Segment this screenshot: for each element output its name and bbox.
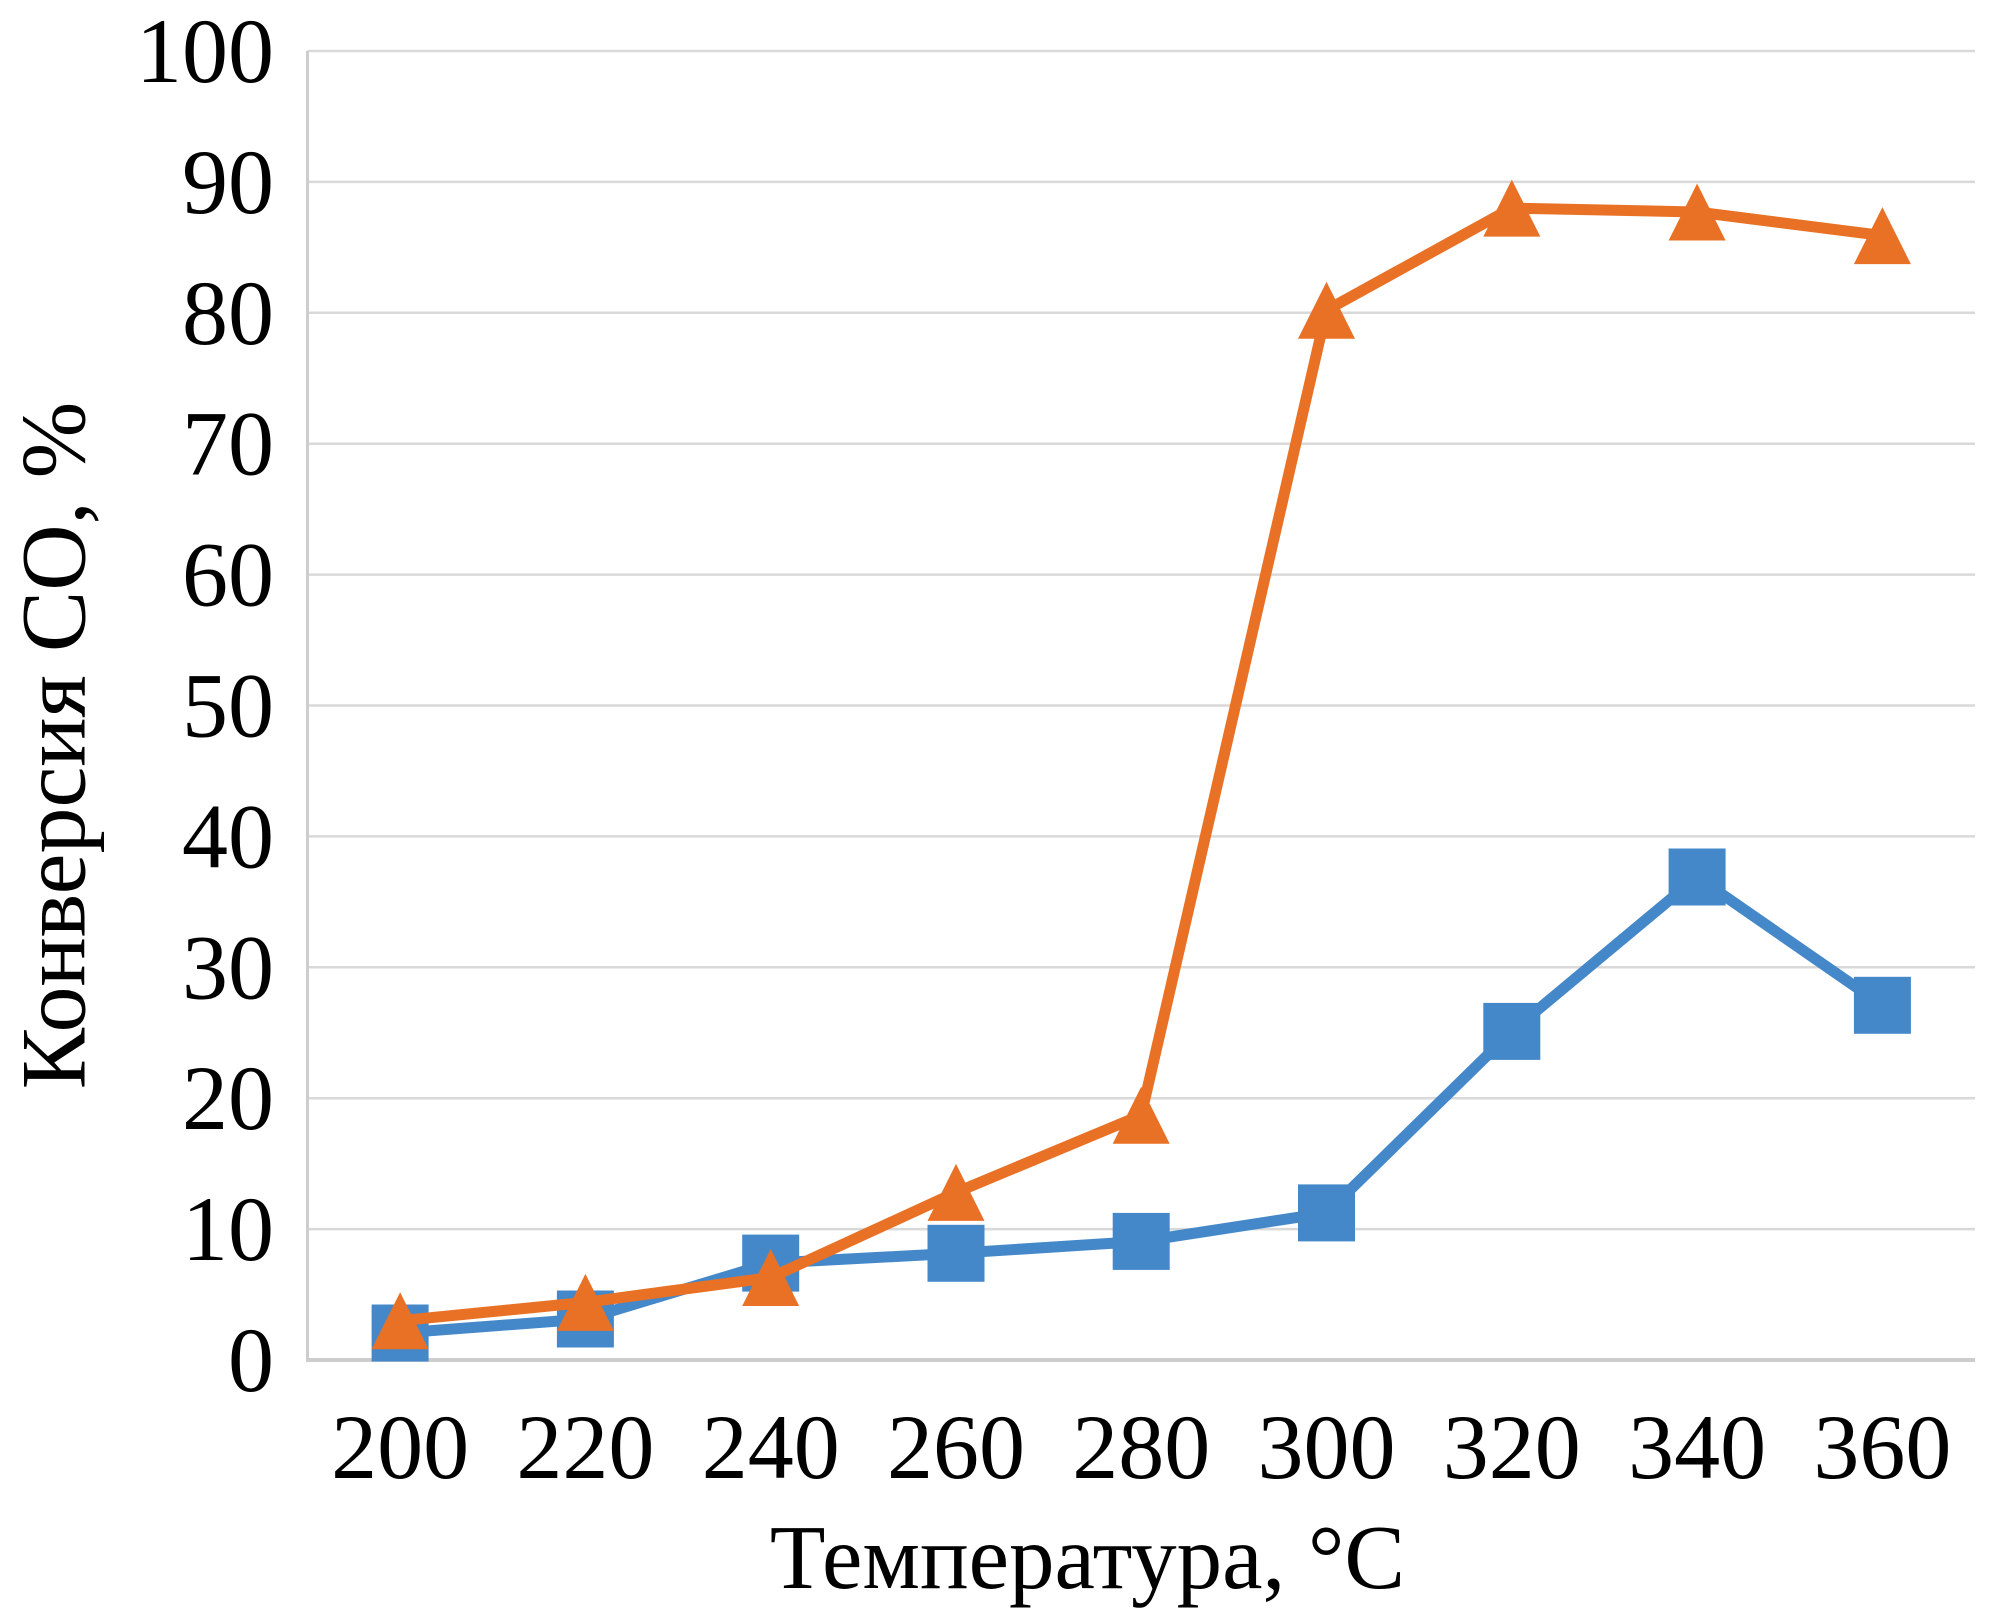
svg-text:Конверсия СО, %: Конверсия СО, % — [3, 402, 105, 1090]
svg-text:260: 260 — [887, 1396, 1025, 1498]
svg-text:240: 240 — [702, 1396, 840, 1498]
svg-text:340: 340 — [1628, 1396, 1766, 1498]
svg-text:60: 60 — [182, 524, 274, 626]
svg-text:50: 50 — [182, 655, 274, 757]
svg-text:Температура, °С: Температура, °С — [770, 1507, 1405, 1608]
svg-text:320: 320 — [1443, 1396, 1581, 1498]
svg-text:0: 0 — [228, 1309, 274, 1411]
svg-text:360: 360 — [1813, 1396, 1951, 1498]
svg-text:40: 40 — [182, 785, 274, 887]
svg-text:90: 90 — [182, 131, 274, 233]
svg-text:70: 70 — [182, 393, 274, 495]
svg-text:220: 220 — [516, 1396, 654, 1498]
svg-text:20: 20 — [182, 1047, 274, 1149]
svg-text:280: 280 — [1072, 1396, 1210, 1498]
svg-text:10: 10 — [182, 1178, 274, 1280]
svg-text:300: 300 — [1258, 1396, 1396, 1498]
svg-text:30: 30 — [182, 916, 274, 1018]
svg-text:200: 200 — [331, 1396, 469, 1498]
svg-text:80: 80 — [182, 262, 274, 364]
svg-text:100: 100 — [136, 0, 274, 102]
